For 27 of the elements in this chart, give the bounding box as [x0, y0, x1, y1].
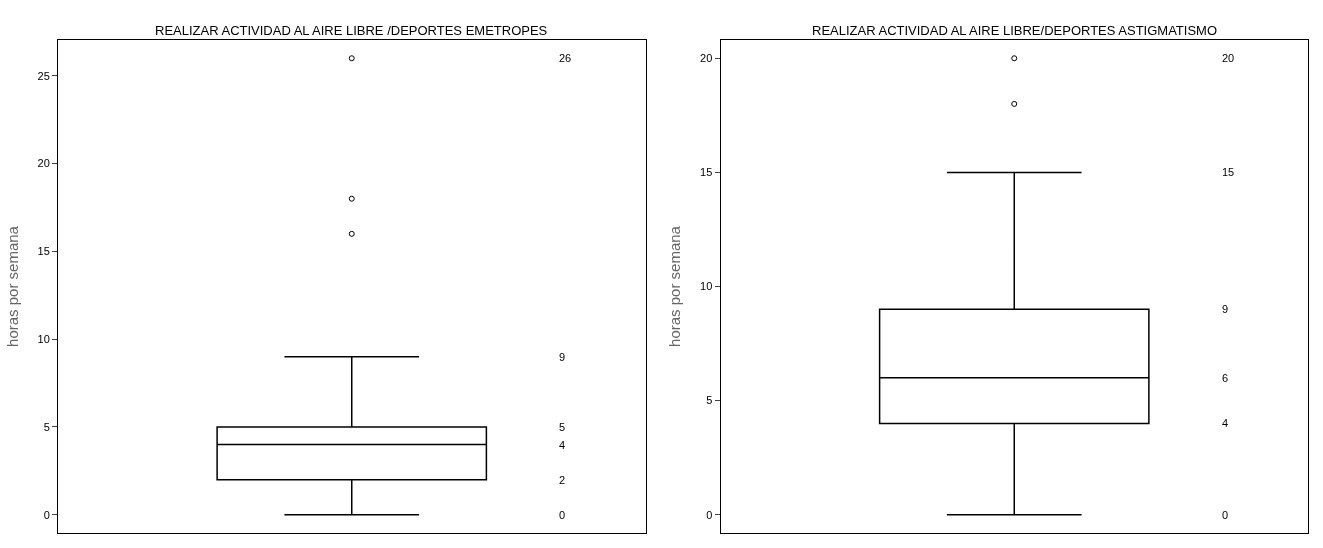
- y-tick-label: 10: [37, 333, 50, 346]
- y-tick-label: 0: [43, 508, 50, 521]
- y-tick-label: 10: [700, 280, 713, 293]
- y-tick-label: 15: [700, 166, 713, 179]
- y-axis-title: horas por semana: [3, 225, 21, 347]
- annotation: 20: [1222, 52, 1235, 64]
- annotation: 9: [559, 351, 566, 363]
- y-tick-label: 15: [37, 245, 50, 258]
- annotation: 2: [559, 474, 566, 486]
- annotation: 9: [1222, 303, 1229, 315]
- annotation: 0: [1222, 509, 1229, 521]
- y-tick-label: 5: [43, 420, 50, 433]
- y-tick-label: 25: [37, 69, 50, 82]
- y-tick-label: 20: [37, 157, 50, 170]
- annotation: 4: [559, 439, 566, 451]
- y-tick-label: 0: [706, 508, 713, 521]
- chart-title: REALIZAR ACTIVIDAD AL AIRE LIBRE /DEPORTES EMETROPES: [155, 23, 548, 38]
- annotation: 5: [559, 421, 566, 433]
- annotation: 6: [1222, 372, 1229, 384]
- annotation: 4: [1222, 417, 1229, 429]
- y-tick-label: 5: [706, 394, 713, 407]
- y-axis-title: horas por semana: [666, 225, 684, 347]
- annotation: 0: [559, 509, 566, 521]
- annotation: 15: [1222, 166, 1235, 178]
- annotation: 26: [559, 52, 572, 64]
- y-tick-label: 20: [700, 52, 713, 65]
- chart-title: REALIZAR ACTIVIDAD AL AIRE LIBRE/DEPORTES ASTIGMATISMO: [812, 23, 1218, 38]
